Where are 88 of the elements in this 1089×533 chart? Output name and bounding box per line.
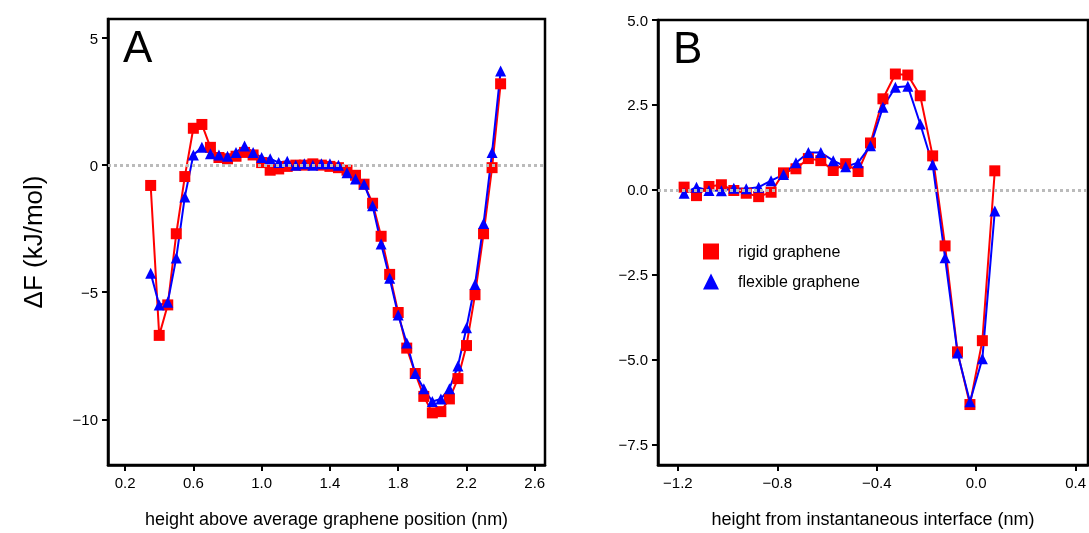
point	[460, 340, 472, 352]
point	[256, 152, 268, 163]
point	[927, 150, 939, 162]
point	[827, 155, 839, 167]
legend-label: rigid graphene	[738, 243, 841, 260]
point	[765, 175, 777, 187]
point	[460, 322, 472, 334]
x-tick-label: 0.4	[1065, 474, 1086, 491]
point	[478, 228, 490, 240]
point	[495, 65, 507, 77]
point	[153, 329, 165, 341]
y-tick-label: −10	[72, 410, 98, 428]
x-axis-title: height above average graphene position (nm)	[144, 509, 509, 529]
point	[179, 191, 191, 203]
x-tick-label: −0.8	[762, 474, 793, 491]
point	[426, 395, 438, 407]
legend-label: flexible graphene	[738, 273, 860, 290]
point	[815, 146, 827, 158]
point	[790, 157, 802, 169]
x-tick-label: 0.6	[182, 474, 204, 491]
point	[187, 149, 199, 161]
x-tick-label: 1.8	[387, 474, 409, 491]
x-tick-label: −1.2	[663, 474, 693, 491]
point	[435, 406, 447, 418]
point	[401, 337, 413, 349]
point	[827, 164, 839, 176]
point	[852, 157, 864, 169]
point	[902, 80, 914, 92]
point	[469, 279, 481, 291]
point	[478, 218, 490, 230]
point	[914, 118, 926, 130]
annotation: B	[673, 22, 703, 72]
point	[179, 171, 191, 183]
point	[927, 159, 939, 171]
y-tick-label: −5.0	[618, 351, 648, 369]
point	[350, 173, 362, 185]
x-tick-label: 0.2	[114, 474, 136, 491]
x-tick-label: −0.4	[861, 474, 892, 491]
point	[375, 230, 387, 242]
point	[939, 240, 951, 252]
point	[877, 93, 889, 105]
point	[145, 267, 157, 279]
point	[418, 383, 430, 395]
point	[939, 252, 951, 264]
point	[452, 373, 464, 385]
y-tick-label: 2.5	[627, 96, 648, 114]
point	[264, 153, 276, 165]
y-tick-label: 0	[89, 156, 98, 174]
x-tick-label: 2.6	[524, 474, 546, 491]
point	[976, 353, 988, 365]
point	[989, 165, 1001, 177]
point	[204, 148, 216, 160]
point	[486, 146, 498, 158]
point	[443, 383, 455, 395]
point	[976, 335, 988, 347]
x-tick-label: 1.0	[251, 474, 273, 491]
x-tick-label: 0.0	[965, 474, 987, 491]
annotation: A	[123, 21, 153, 71]
point	[902, 69, 914, 81]
point	[145, 179, 157, 191]
point	[452, 360, 464, 372]
point	[889, 81, 901, 93]
point	[802, 146, 814, 158]
x-tick-label: 1.4	[319, 474, 341, 491]
point	[889, 68, 901, 80]
point	[170, 228, 182, 240]
y-tick-label: 5.0	[627, 11, 648, 29]
point	[435, 393, 447, 405]
y-tick-label: −5	[80, 283, 98, 301]
point	[384, 272, 396, 284]
x-tick-label: 2.2	[456, 474, 477, 491]
point	[375, 238, 387, 250]
point	[230, 146, 242, 158]
y-tick-label: −2.5	[618, 266, 648, 284]
point	[914, 90, 926, 102]
point	[196, 118, 208, 130]
point	[196, 141, 208, 153]
y-axis-title: ΔF (kJ/mol)	[18, 175, 48, 309]
point	[469, 289, 481, 301]
point	[877, 101, 889, 113]
point	[495, 78, 507, 90]
x-axis-title: height from instantaneous interface (nm)	[711, 509, 1035, 529]
point	[239, 140, 251, 152]
point	[989, 205, 1001, 217]
y-tick-label: 5	[89, 29, 98, 47]
y-tick-label: 0.0	[627, 181, 648, 199]
point	[170, 252, 182, 264]
y-tick-label: −7.5	[618, 436, 648, 454]
